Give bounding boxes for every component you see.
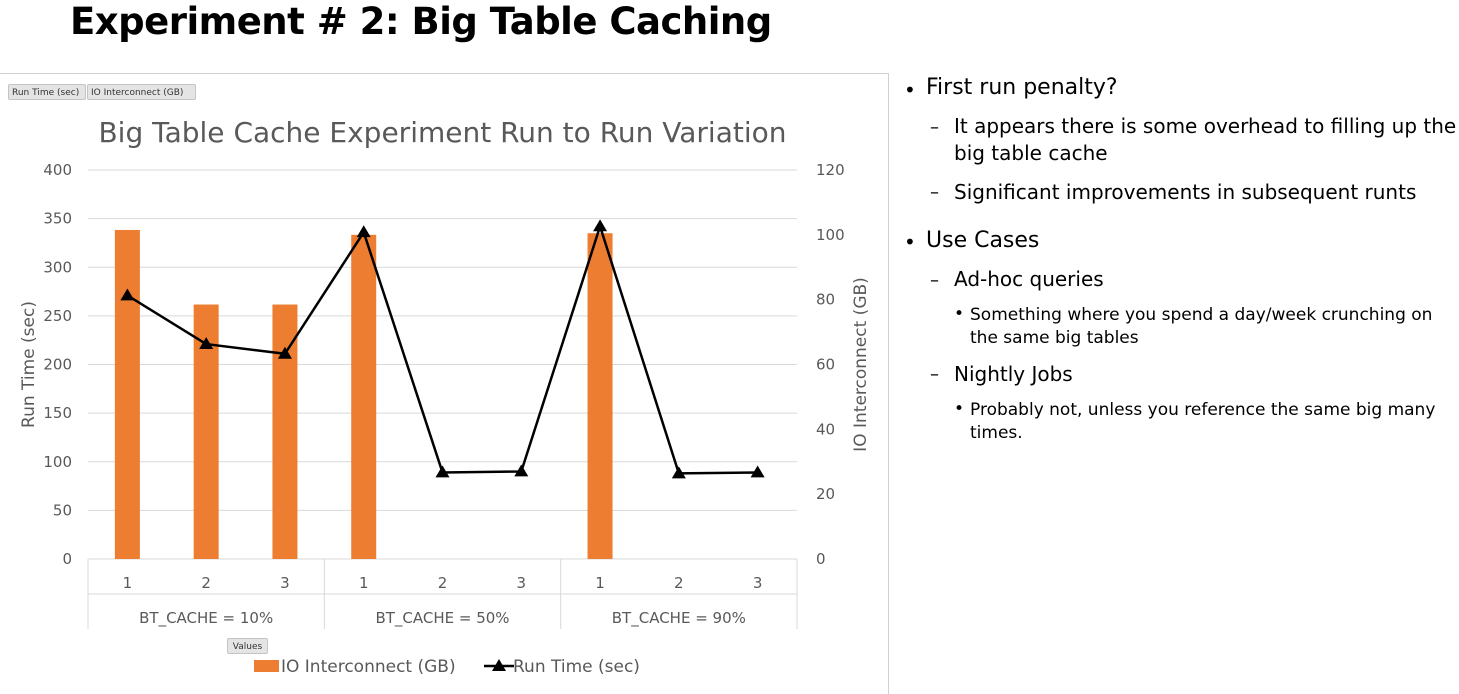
y-tick-label: 400 bbox=[43, 161, 72, 179]
chart-title: Big Table Cache Experiment Run to Run Va… bbox=[98, 116, 786, 149]
values-field-button[interactable]: Values bbox=[227, 638, 268, 654]
line-marker bbox=[120, 288, 135, 301]
bullet-dash: – bbox=[930, 270, 939, 291]
y-tick-label: 300 bbox=[43, 258, 72, 276]
io-interconnect-field-button[interactable]: IO Interconnect (GB) bbox=[87, 84, 196, 100]
y-tick-label: 50 bbox=[53, 501, 72, 519]
y2-tick-label: 60 bbox=[816, 356, 835, 374]
legend-label-io: IO Interconnect (GB) bbox=[281, 657, 456, 677]
run-time-field-button[interactable]: Run Time (sec) bbox=[8, 84, 86, 100]
y-tick-label: 350 bbox=[43, 210, 72, 228]
bullet-first-run-penalty: First run penalty? bbox=[926, 75, 1118, 100]
bullet-dot: • bbox=[954, 304, 965, 324]
bullet-dot: • bbox=[904, 230, 916, 254]
y2-tick-label: 0 bbox=[816, 550, 826, 568]
y2-tick-label: 20 bbox=[816, 485, 835, 503]
y2-tick-label: 100 bbox=[816, 226, 845, 244]
y-tick-label: 0 bbox=[62, 550, 72, 568]
x-tick-label: 3 bbox=[753, 574, 763, 592]
x-group-label: BT_CACHE = 90% bbox=[612, 609, 746, 628]
y-tick-label: 200 bbox=[43, 356, 72, 374]
bullet-dash: – bbox=[930, 117, 939, 138]
bullet-adhoc: Ad-hoc queries bbox=[954, 267, 1104, 291]
y2-axis-title: IO Interconnect (GB) bbox=[851, 277, 871, 452]
x-tick-label: 1 bbox=[123, 574, 133, 592]
chart-frame: Run Time (sec) IO Interconnect (GB) Valu… bbox=[0, 73, 889, 694]
x-tick-label: 3 bbox=[517, 574, 527, 592]
legend-marker bbox=[492, 659, 506, 671]
line-marker bbox=[277, 346, 292, 359]
x-group-label: BT_CACHE = 10% bbox=[139, 609, 273, 628]
combo-chart: Big Table Cache Experiment Run to Run Va… bbox=[19, 116, 871, 677]
bullet-dash: – bbox=[930, 364, 939, 385]
legend-label-runtime: Run Time (sec) bbox=[513, 657, 640, 677]
line-marker bbox=[750, 465, 765, 478]
y2-tick-label: 80 bbox=[816, 291, 835, 309]
line-marker bbox=[593, 219, 608, 232]
y-axis-title: Run Time (sec) bbox=[19, 301, 39, 428]
x-tick-label: 2 bbox=[674, 574, 684, 592]
bullet-dot: • bbox=[954, 399, 965, 419]
bullet-use-cases: Use Cases bbox=[926, 228, 1040, 253]
run-time-line bbox=[126, 222, 758, 475]
legend-swatch-bar bbox=[254, 660, 279, 672]
y-tick-label: 150 bbox=[43, 404, 72, 422]
line-marker bbox=[199, 337, 214, 349]
bullet-dot: • bbox=[904, 78, 916, 102]
bullet-nightly-jobs: Nightly Jobs bbox=[954, 362, 1073, 386]
y2-tick-label: 120 bbox=[816, 161, 845, 179]
slide-title: Experiment # 2: Big Table Caching bbox=[70, 0, 772, 43]
bullet-probably-not: Probably not, unless you reference the s… bbox=[970, 400, 1436, 443]
bullet-dash: – bbox=[930, 182, 939, 203]
x-group-label: BT_CACHE = 50% bbox=[375, 609, 509, 628]
line-marker bbox=[671, 466, 686, 479]
bullet-overhead: It appears there is some overhead to fil… bbox=[954, 114, 1457, 165]
x-tick-label: 2 bbox=[201, 574, 211, 592]
bar bbox=[351, 234, 377, 560]
bar bbox=[272, 304, 298, 559]
x-tick-label: 2 bbox=[438, 574, 448, 592]
bullet-something: Something where you spend a day/week cru… bbox=[970, 305, 1433, 348]
line-marker bbox=[514, 464, 529, 477]
bar bbox=[587, 233, 613, 559]
x-tick-label: 1 bbox=[359, 574, 369, 592]
bullet-improvements: Significant improvements in subsequent r… bbox=[954, 180, 1417, 204]
line-marker bbox=[356, 225, 371, 238]
x-tick-label: 1 bbox=[595, 574, 605, 592]
x-tick-label: 3 bbox=[280, 574, 290, 592]
bar bbox=[114, 229, 140, 560]
y-tick-label: 250 bbox=[43, 307, 72, 325]
line-marker bbox=[435, 465, 450, 478]
y2-tick-label: 40 bbox=[816, 420, 835, 438]
y-tick-label: 100 bbox=[43, 453, 72, 471]
